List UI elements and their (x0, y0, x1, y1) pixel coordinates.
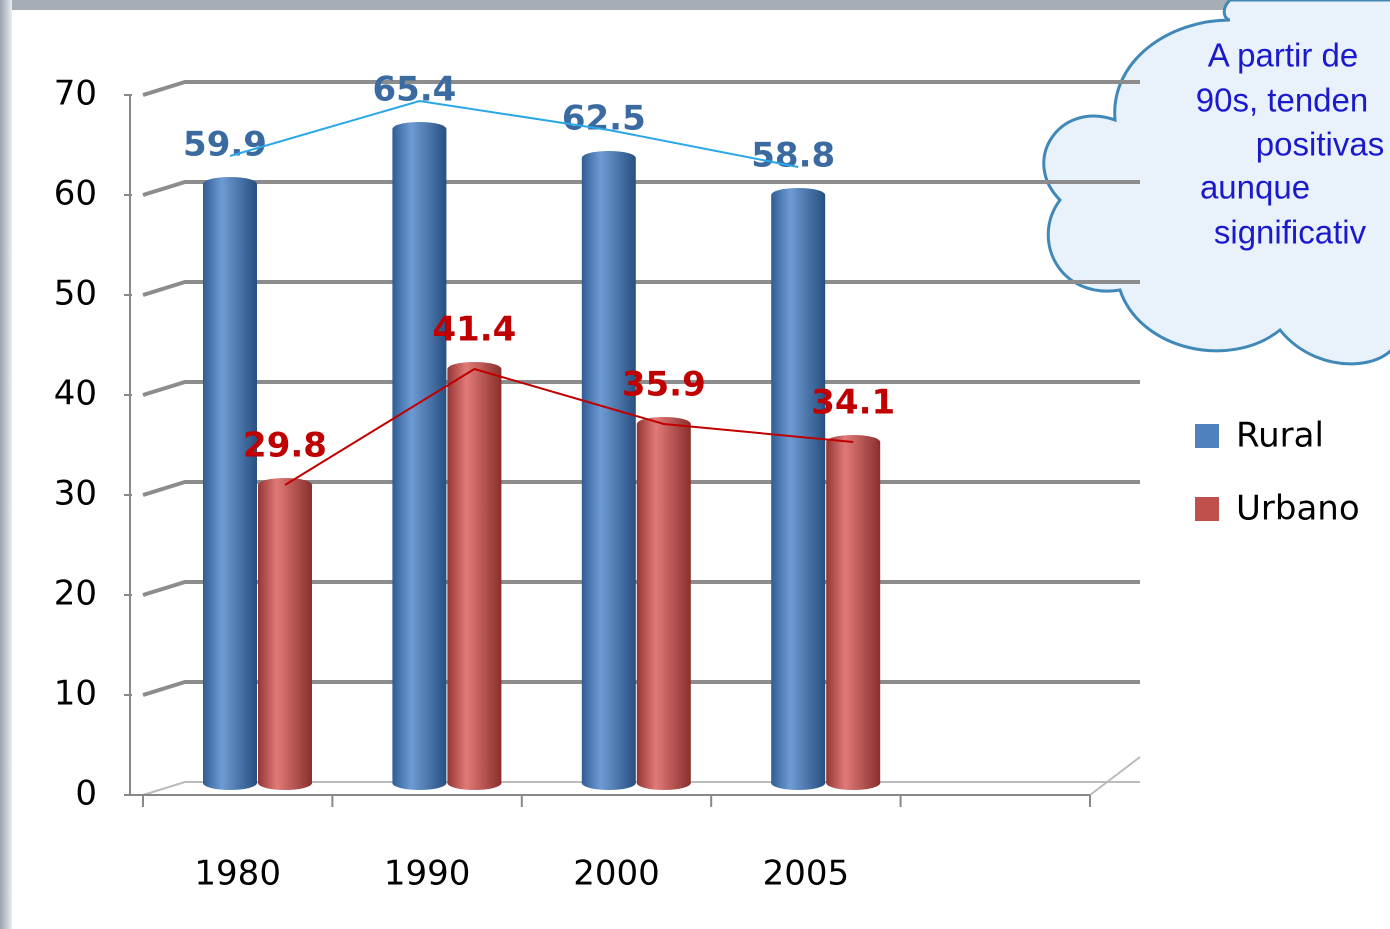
annotation-line: aunque (1200, 169, 1310, 206)
bar (203, 177, 257, 790)
bar (392, 122, 447, 790)
y-tick-label: 50 (54, 274, 97, 314)
callout-cloud: A partir de 90s, tenden positivas aunque sig… (1042, 0, 1390, 366)
legend-swatch (1195, 424, 1219, 448)
y-tick-label: 70 (54, 74, 97, 114)
value-label: 41.4 (432, 310, 516, 350)
grid-line (142, 80, 1140, 97)
bar (771, 188, 826, 790)
y-tick-label: 30 (54, 474, 97, 514)
legend-swatch (1195, 497, 1219, 521)
value-label: 65.4 (372, 70, 456, 110)
bar (636, 417, 691, 790)
grid-line (142, 280, 1140, 297)
frame-top (0, 0, 1390, 10)
legend-label: Rural (1236, 416, 1324, 456)
bar (258, 478, 312, 790)
cloud-shape (1042, 0, 1390, 366)
x-tick-label: 2005 (763, 854, 850, 894)
value-label: 59.9 (183, 125, 267, 165)
trend-line (284, 367, 854, 486)
bar (447, 362, 502, 790)
annotation-line: A partir de (1208, 37, 1358, 74)
floor-edge (1089, 756, 1141, 796)
y-tick-label: 20 (54, 574, 97, 614)
value-label: 58.8 (751, 136, 835, 176)
y-tick-label: 40 (54, 374, 97, 414)
y-tick-label: 10 (54, 674, 97, 714)
y-tick-label: 0 (75, 774, 97, 814)
value-label: 34.1 (811, 383, 895, 423)
value-label: 29.8 (243, 426, 327, 466)
annotation-line: positivas (1256, 126, 1384, 163)
y-tick-label: 60 (54, 174, 97, 214)
x-tick-label: 1990 (384, 854, 471, 894)
annotation-line: significativ (1214, 214, 1367, 251)
frame-left (0, 0, 12, 929)
grid-line (142, 180, 1140, 197)
x-tick-label: 2000 (573, 854, 660, 894)
x-tick-label: 1980 (194, 854, 281, 894)
annotation-line: 90s, tenden (1196, 82, 1368, 119)
legend-label: Urbano (1236, 489, 1360, 529)
trend-line (229, 99, 799, 168)
bar (826, 435, 881, 790)
value-label: 35.9 (622, 365, 706, 405)
bar (581, 151, 636, 791)
value-label: 62.5 (562, 99, 646, 139)
